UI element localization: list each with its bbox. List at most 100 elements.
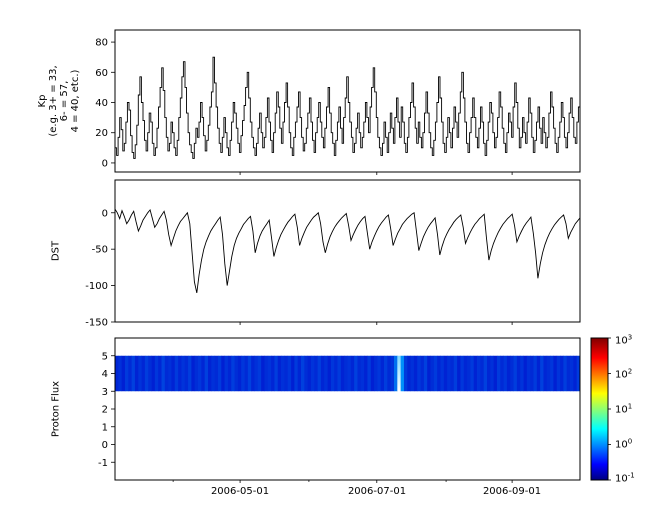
- proton_flux-y-tick-label: 0: [102, 440, 108, 451]
- flux-column: [516, 355, 521, 392]
- flux-column: [477, 355, 481, 392]
- flux-column: [570, 355, 574, 392]
- flux-column: [506, 355, 511, 392]
- flux-column: [510, 355, 514, 392]
- dst-y-tick-label: -50: [92, 245, 108, 256]
- flux-column: [487, 355, 491, 392]
- colorbar-tick-exp: 3: [627, 333, 633, 342]
- flux-column: [327, 355, 332, 392]
- flux-column: [281, 355, 285, 392]
- flux-column: [384, 355, 388, 392]
- flux-column: [560, 355, 564, 392]
- flux-column: [354, 355, 358, 392]
- flux-column: [154, 355, 159, 392]
- colorbar-tick-exp: 1: [627, 402, 633, 411]
- dst-line: [114, 208, 581, 293]
- colorbar-tick-base: 10: [615, 439, 628, 451]
- flux-column: [526, 355, 531, 392]
- flux-column: [334, 355, 338, 392]
- flux-column: [174, 355, 179, 392]
- flux-column: [201, 355, 206, 392]
- dst-y-tick-label: 0: [102, 208, 108, 219]
- flux-column: [400, 355, 405, 392]
- colorbar-tick-label: 102: [615, 367, 632, 380]
- colorbar-tick-label: 103: [615, 333, 632, 346]
- flux-column: [254, 355, 259, 392]
- flux-column: [390, 355, 395, 392]
- flux-column: [480, 355, 485, 392]
- flux-column: [430, 355, 435, 392]
- flux-column: [227, 355, 232, 392]
- flux-column: [244, 355, 249, 392]
- colorbar-tick-exp: 2: [627, 367, 633, 376]
- flux-column: [490, 355, 495, 392]
- flux-column: [324, 355, 328, 392]
- flux-column: [453, 355, 458, 392]
- flux-column: [237, 355, 242, 392]
- kp-axis-label-line: Kp: [37, 94, 48, 108]
- flux-column: [115, 355, 119, 392]
- flux-column: [463, 355, 468, 392]
- flux-column: [194, 355, 199, 392]
- flux-column: [367, 355, 372, 392]
- flux-column: [148, 355, 152, 392]
- kp-y-tick-label: 80: [95, 38, 108, 49]
- flux-column: [503, 355, 508, 392]
- flux-column: [124, 355, 129, 392]
- flux-column: [184, 355, 189, 392]
- flux-column: [443, 355, 448, 392]
- flux-column: [533, 355, 538, 392]
- proton-flux-axis-label: Proton Flux: [50, 380, 62, 438]
- colorbar-gradient: [591, 338, 608, 480]
- flux-column: [387, 355, 392, 392]
- colorbar-tick-base: 10: [615, 369, 628, 381]
- dst-y-tick-label: -150: [85, 318, 108, 329]
- flux-column: [473, 355, 478, 392]
- flux-column: [274, 355, 279, 392]
- kp-panel-border: [114, 29, 581, 173]
- flux-column: [294, 355, 299, 392]
- colorbar-tick-label: 101: [615, 402, 632, 415]
- proton_flux-y-tick-label: -1: [98, 458, 108, 469]
- flux-column: [407, 355, 412, 392]
- flux-column: [536, 355, 541, 392]
- flux-column: [144, 355, 149, 392]
- proton_flux-y-tick-label: 4: [102, 369, 108, 380]
- flux-column: [134, 355, 139, 392]
- flux-column: [118, 355, 123, 392]
- flux-column: [221, 355, 226, 392]
- flux-column: [427, 355, 431, 392]
- colorbar-tick-label: 100: [615, 437, 632, 450]
- flux-column: [301, 355, 305, 392]
- dst-panel-border: [114, 179, 581, 323]
- flux-column: [241, 355, 245, 392]
- flux-column: [131, 355, 136, 392]
- colorbar-tick-base: 10: [615, 335, 628, 347]
- flux-column: [330, 355, 335, 392]
- proton_flux-y-tick-label: 2: [102, 405, 108, 416]
- flux-column: [271, 355, 275, 392]
- flux-column: [364, 355, 368, 392]
- flux-column: [204, 355, 209, 392]
- flux-column: [121, 355, 126, 392]
- dst-axis-label: DST: [50, 240, 62, 262]
- flux-column: [317, 355, 322, 392]
- flux-column: [231, 355, 235, 392]
- flux-column: [291, 355, 295, 392]
- flux-column: [573, 355, 578, 392]
- flux-column: [181, 355, 186, 392]
- kp-y-tick-label: 40: [95, 98, 108, 109]
- flux-column: [320, 355, 325, 392]
- flux-column: [284, 355, 289, 392]
- flux-column: [151, 355, 156, 392]
- flux-column: [247, 355, 252, 392]
- flux-column: [483, 355, 488, 392]
- flux-column: [543, 355, 548, 392]
- flux-column: [437, 355, 441, 392]
- flux-column: [128, 355, 133, 392]
- flux-column: [417, 355, 421, 392]
- flux-column: [576, 355, 581, 392]
- flux-column: [234, 355, 239, 392]
- flux-column: [556, 355, 561, 392]
